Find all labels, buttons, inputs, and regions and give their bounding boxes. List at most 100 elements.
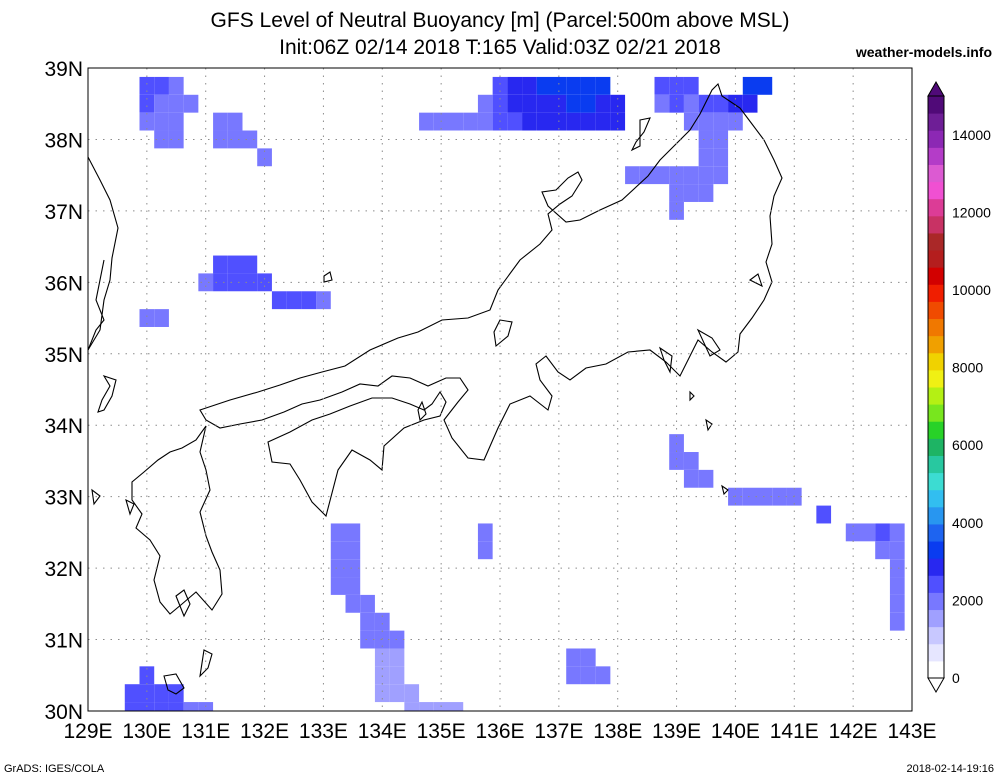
- heatmap-cell: [404, 702, 420, 711]
- heatmap-cell: [154, 76, 169, 95]
- heatmap-cell: [139, 94, 155, 113]
- main-islands-coast: [199, 82, 783, 461]
- heatmap-cell: [227, 112, 243, 131]
- heatmap-cell: [389, 648, 405, 667]
- heatmap-cell: [360, 612, 375, 631]
- heatmap-cell: [242, 255, 258, 274]
- lon-tick-label: 138E: [593, 720, 642, 743]
- heatmap-cell: [477, 94, 493, 113]
- heatmap-cell: [742, 487, 758, 506]
- heatmap-cell: [713, 166, 729, 185]
- coastline: [87, 82, 783, 695]
- heatmap-cell: [713, 94, 729, 113]
- heatmap-cell: [889, 559, 905, 578]
- heatmap-cell: [698, 469, 714, 488]
- heatmap-cell: [683, 112, 699, 131]
- heatmap-cell: [669, 166, 684, 185]
- heatmap-cell: [566, 94, 581, 113]
- heatmap-cell: [536, 76, 552, 95]
- heatmap-cell: [889, 594, 905, 613]
- colorbar-segment: [928, 284, 944, 302]
- heatmap-cell: [242, 273, 258, 292]
- heatmap-cell: [669, 76, 684, 95]
- heatmap-cell: [683, 76, 699, 95]
- heatmap-cell: [875, 523, 890, 542]
- lon-tick-label: 130E: [122, 720, 171, 743]
- heatmap-cell: [595, 666, 611, 685]
- lon-tick-label: 134E: [358, 720, 407, 743]
- heatmap-cell: [154, 702, 169, 711]
- colorbar-segment: [928, 130, 944, 148]
- colorbar-segment: [928, 369, 944, 388]
- heatmap-cell: [330, 559, 346, 578]
- colorbar-label: 12000: [952, 204, 991, 220]
- grid-lines: [88, 68, 912, 711]
- colorbar-label: 4000: [952, 515, 983, 531]
- heatmap-cell: [198, 273, 214, 292]
- heatmap-cell: [860, 523, 876, 542]
- plot-frame: [87, 67, 913, 712]
- colorbar-label: 2000: [952, 592, 983, 608]
- heatmap-cell: [374, 684, 390, 703]
- heatmap-cell: [124, 684, 140, 703]
- heatmap-cell: [698, 148, 714, 167]
- heatmap-cell: [345, 577, 361, 595]
- kyushu-coast: [131, 425, 223, 615]
- map-subtitle: Init:06Z 02/14 2018 T:165 Valid:03Z 02/2…: [279, 36, 721, 59]
- colorbar-segment: [928, 250, 944, 268]
- lat-tick-label: 30N: [44, 701, 83, 724]
- lon-tick-label: 133E: [299, 720, 348, 743]
- heatmap-cell: [227, 130, 243, 149]
- colorbar-segment: [928, 643, 944, 662]
- noto-coast: [493, 319, 513, 348]
- heatmap-cell: [154, 94, 169, 113]
- heatmap-cell: [139, 666, 155, 685]
- heatmap-cell: [360, 594, 375, 613]
- heatmap-cell: [139, 684, 155, 703]
- heatmap-cell: [713, 130, 729, 149]
- oki-coast: [323, 271, 333, 283]
- heatmap-cell: [507, 94, 523, 113]
- heatmap-cell: [448, 702, 464, 711]
- heatmap-cell: [419, 702, 434, 711]
- lon-tick-label: 131E: [181, 720, 230, 743]
- lon-tick-label: 141E: [770, 720, 819, 743]
- heatmap-cell: [168, 94, 184, 113]
- colorbar-segment: [928, 232, 944, 251]
- heatmap-cell: [448, 112, 464, 131]
- heatmap-cell: [242, 130, 258, 149]
- heatmap-cell: [374, 612, 390, 631]
- hachijo-coast: [705, 418, 713, 432]
- heatmap-cell: [610, 94, 626, 113]
- colorbar-segment: [928, 609, 944, 628]
- map-title: GFS Level of Neutral Buoyancy [m] (Parce…: [210, 9, 790, 32]
- lon-tick-label: 136E: [475, 720, 524, 743]
- heatmap-cell: [154, 684, 169, 703]
- colorbar-segment: [928, 404, 944, 422]
- heatmap-cell: [566, 648, 581, 667]
- heatmap-cell: [875, 541, 890, 560]
- heatmap-cell: [257, 148, 272, 167]
- heatmap-cell: [389, 666, 405, 685]
- heatmap-cell: [713, 112, 729, 131]
- heatmap-cell: [213, 112, 228, 131]
- shikoku-coast: [267, 390, 447, 518]
- heatmap-cell: [477, 112, 493, 131]
- colorbar-segment: [928, 558, 944, 576]
- sado-coast: [630, 117, 651, 152]
- heatmap-cell: [654, 94, 670, 113]
- heatmap-cell: [360, 630, 375, 649]
- heatmap-cell: [580, 112, 596, 131]
- jeju-coast: [91, 488, 101, 506]
- heatmap-cell: [345, 541, 361, 560]
- colorbar-segment: [928, 541, 944, 559]
- heatmap-cell: [213, 255, 228, 274]
- lon-tick-label: 143E: [887, 720, 936, 743]
- yakushima-coast: [163, 673, 185, 695]
- heatmap-cell: [345, 523, 361, 542]
- heatmap-cell: [271, 291, 287, 310]
- heatmap-cell: [374, 666, 390, 685]
- heatmap-cell: [625, 166, 640, 185]
- heatmap-cell: [330, 523, 346, 542]
